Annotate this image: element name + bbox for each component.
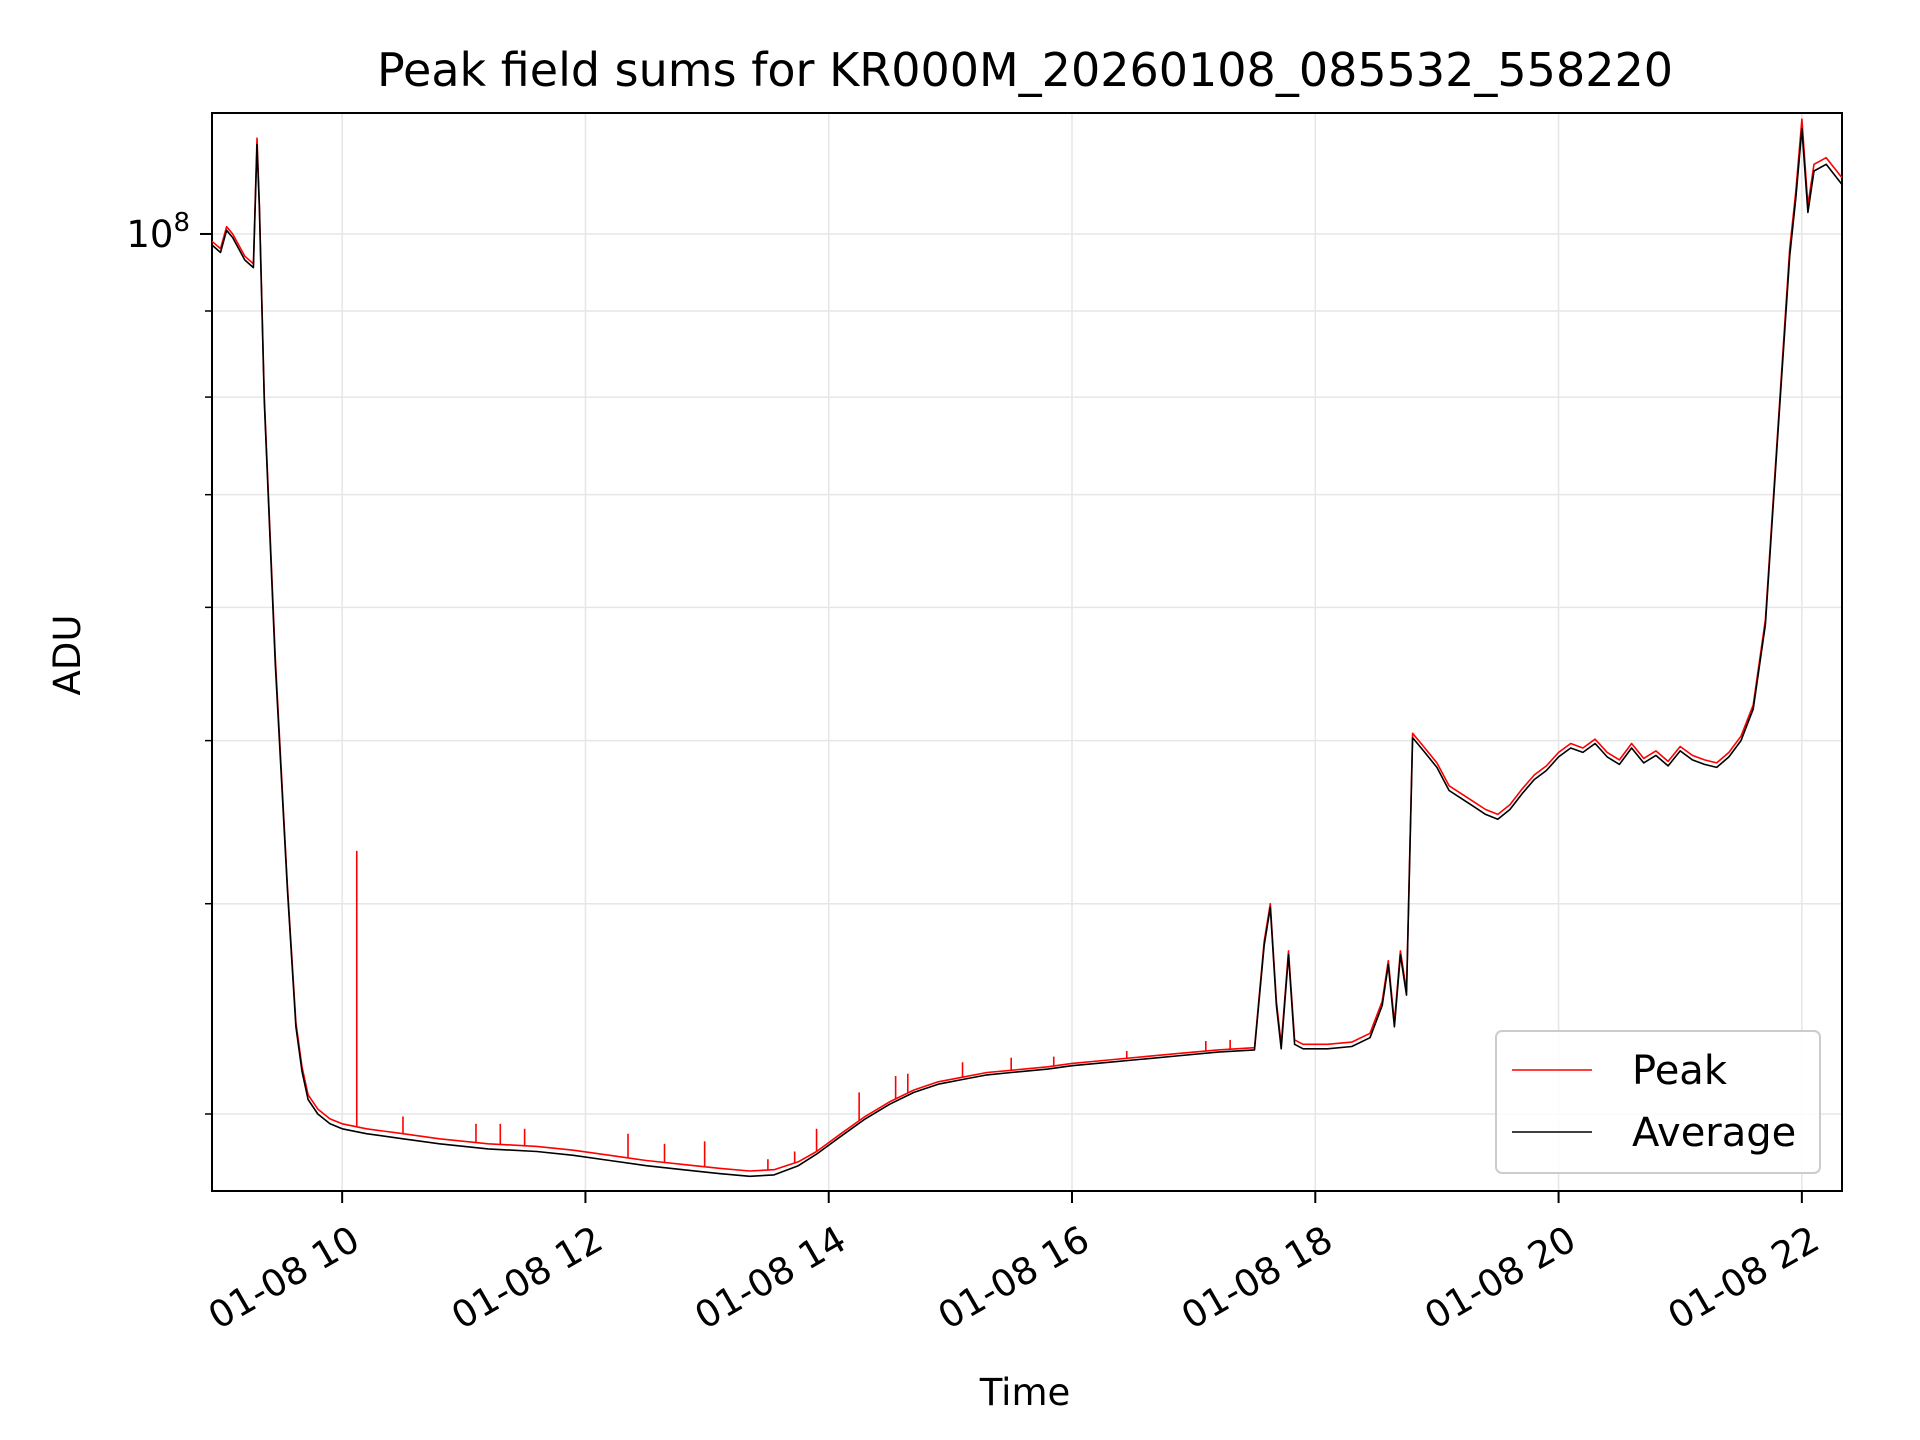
y-axis-ticks: 108 — [126, 208, 212, 1115]
legend-box — [1495, 1030, 1821, 1174]
legend-label-peak: Peak — [1632, 1048, 1728, 1094]
x-axis-label: Time — [979, 1371, 1071, 1414]
grid — [212, 113, 1842, 1191]
plot-frame — [211, 112, 1843, 1192]
y-axis-label: ADU — [46, 615, 89, 696]
chart-title: Peak field sums for KR000M_20260108_0855… — [377, 43, 1673, 97]
y-tick-label: 108 — [126, 208, 190, 256]
series-layer — [211, 118, 1843, 1178]
legend: Peak Average — [1495, 1030, 1821, 1174]
series-line-average — [211, 127, 1843, 1178]
legend-label-average: Average — [1632, 1110, 1796, 1156]
